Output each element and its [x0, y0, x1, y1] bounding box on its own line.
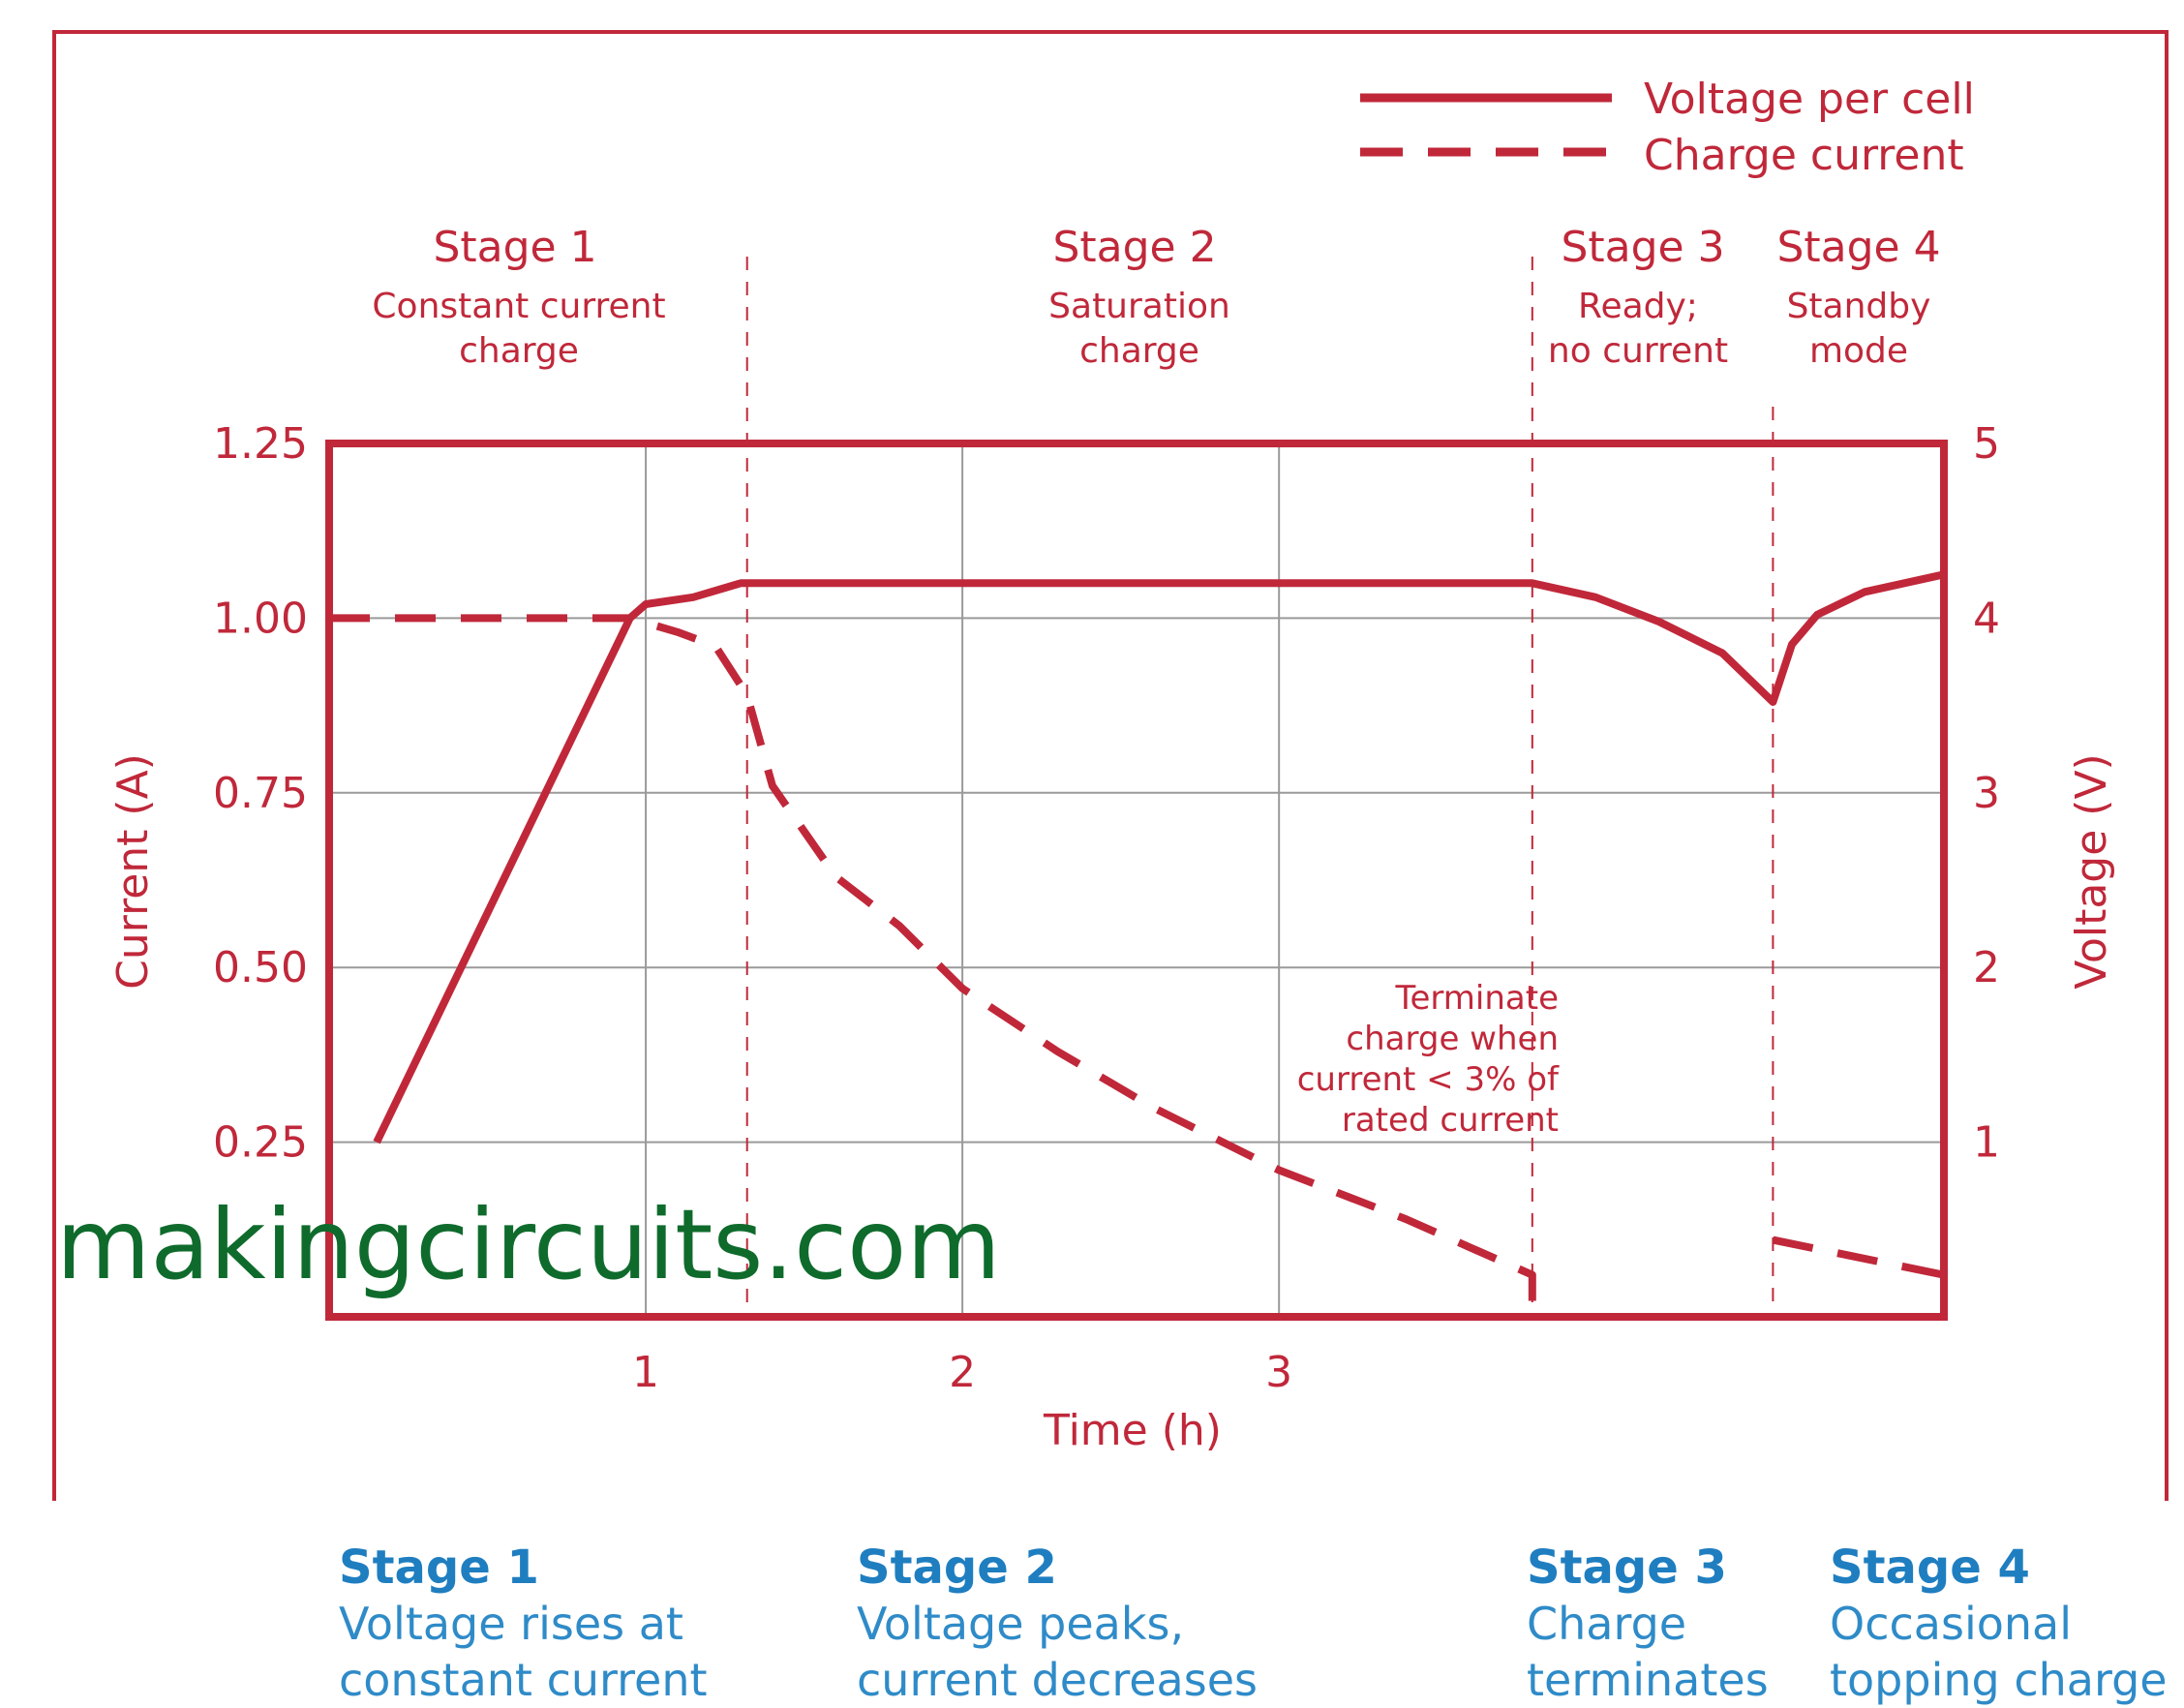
y-tick-label-left-0.25: 0.25 [213, 1118, 308, 1168]
y-tick-label-left-0.50: 0.50 [213, 943, 308, 992]
y-tick-label-left-0.75: 0.75 [213, 769, 308, 818]
terminate-annotation: Terminate charge when current < 3% of ra… [1297, 979, 1560, 1140]
series-line-current [329, 614, 1536, 1317]
legend-label-voltage: Voltage per cell [1644, 75, 1975, 124]
x-axis-label: Time (h) [1043, 1406, 1222, 1455]
y-tick-label-left-1.00: 1.00 [213, 594, 308, 643]
stage-3-desc-line-2: no current [1548, 331, 1728, 371]
stage-2-desc-line-1: Saturation [1048, 287, 1230, 326]
y-tick-label-right-1: 1 [1973, 1118, 2000, 1168]
caption-stage-2: Stage 2 Voltage peaks, current decreases [857, 1540, 1258, 1708]
stage-2-desc-line-2: charge [1079, 331, 1199, 371]
annotation-line-1: Terminate [1395, 979, 1560, 1018]
stage-2-title: Stage 2 [1052, 223, 1216, 272]
series-layer [329, 570, 1945, 1317]
plot-frame [325, 440, 1948, 1321]
caption-stage-4-line-2: topping charge [1830, 1654, 2168, 1706]
legend-label-current: Charge current [1644, 131, 1964, 180]
x-tick-label-3: 3 [1265, 1348, 1292, 1397]
annotation-line-3: current < 3% of [1297, 1060, 1560, 1099]
caption-stage-1-title: Stage 1 [339, 1540, 539, 1595]
legend: Voltage per cell Charge current [1360, 75, 1975, 180]
stage-4-title: Stage 4 [1776, 223, 1940, 272]
series-line-current-topping [1772, 1235, 1945, 1279]
caption-stage-3-line-1: Charge [1527, 1598, 1687, 1650]
stage-captions: Stage 1 Voltage rises at constant curren… [0, 1540, 2184, 1708]
caption-stage-4-title: Stage 4 [1830, 1540, 2030, 1595]
series-line-voltage [373, 570, 1945, 1144]
x-tick-label-2: 2 [949, 1348, 976, 1397]
y-tick-label-right-5: 5 [1973, 419, 2000, 469]
stage-dividers [745, 257, 1774, 1317]
caption-stage-2-title: Stage 2 [857, 1540, 1057, 1595]
caption-stage-3: Stage 3 Charge terminates [1527, 1540, 1769, 1708]
caption-stage-1-line-2: constant current [339, 1654, 708, 1706]
outer-frame [52, 30, 2169, 1501]
stage-4-desc-line-1: Standby [1787, 287, 1931, 326]
y-tick-label-left-1.25: 1.25 [213, 419, 308, 469]
y-tick-label-right-4: 4 [1973, 594, 2000, 643]
stage-3-desc-line-1: Ready; [1578, 287, 1698, 326]
annotation-line-2: charge when [1346, 1020, 1559, 1058]
tick-labels: 1 2 3 0.25 0.50 0.75 1.00 1.25 1 2 3 4 5 [213, 419, 2000, 1397]
watermark-text: makingcircuits.com [56, 1188, 1001, 1301]
x-tick-label-1: 1 [632, 1348, 659, 1397]
caption-stage-1-line-1: Voltage rises at [339, 1598, 683, 1650]
stage-labels: Stage 1 Constant current charge Stage 2 … [372, 223, 1940, 371]
y-axis-label-right: Voltage (V) [2067, 753, 2116, 989]
caption-stage-2-line-2: current decreases [857, 1654, 1258, 1706]
caption-stage-2-line-1: Voltage peaks, [857, 1598, 1185, 1650]
stage-1-title: Stage 1 [433, 223, 596, 272]
caption-stage-1: Stage 1 Voltage rises at constant curren… [339, 1540, 708, 1708]
y-tick-label-right-3: 3 [1973, 769, 2000, 818]
y-axis-label-left: Current (A) [108, 753, 158, 990]
caption-stage-4: Stage 4 Occasional topping charge [1830, 1540, 2168, 1708]
stage-1-desc-line-2: charge [459, 331, 579, 371]
y-tick-label-right-2: 2 [1973, 943, 2000, 992]
stage-1-desc-line-1: Constant current [372, 287, 665, 326]
caption-stage-3-title: Stage 3 [1527, 1540, 1727, 1595]
charge-stages-chart: 1 2 3 0.25 0.50 0.75 1.00 1.25 1 2 3 4 5 Time (h) Cu… [52, 30, 2169, 1501]
grid-lines [329, 442, 1944, 1317]
stage-3-title: Stage 3 [1561, 223, 1724, 272]
annotation-line-4: rated current [1342, 1101, 1559, 1140]
caption-stage-3-line-2: terminates [1527, 1654, 1769, 1706]
stage-4-desc-line-2: mode [1809, 331, 1908, 371]
caption-stage-4-line-1: Occasional [1830, 1598, 2072, 1650]
